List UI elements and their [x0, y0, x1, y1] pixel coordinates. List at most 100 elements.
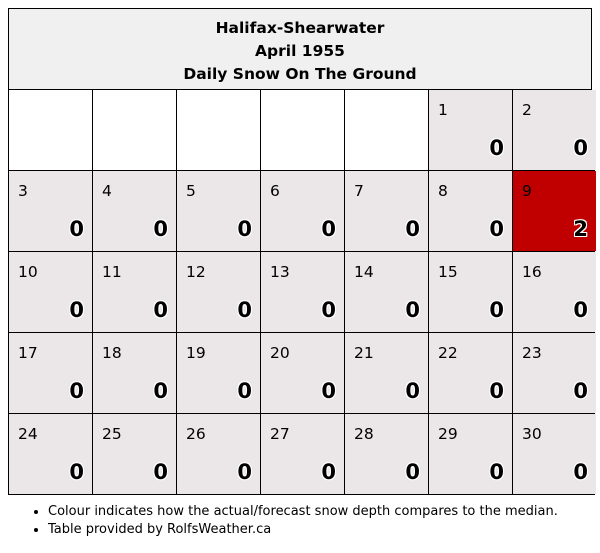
snow-depth-value: 0 — [489, 460, 504, 484]
snow-depth-value: 0 — [489, 379, 504, 403]
day-cell: 30 0 — [513, 414, 596, 494]
day-number: 10 — [18, 263, 38, 281]
day-number: 19 — [186, 344, 206, 362]
snow-depth-value: 0 — [405, 217, 420, 241]
snow-depth-value: 0 — [153, 217, 168, 241]
period-label: April 1955 — [255, 42, 345, 60]
snow-depth-value: 0 — [321, 460, 336, 484]
day-cell: 28 0 — [345, 414, 428, 494]
day-number: 4 — [102, 182, 112, 200]
snow-depth-value: 0 — [489, 217, 504, 241]
day-cell: 29 0 — [429, 414, 512, 494]
empty-day-cell — [261, 90, 344, 170]
day-cell: 11 0 — [93, 252, 176, 332]
day-cell: 15 0 — [429, 252, 512, 332]
day-number: 24 — [18, 425, 38, 443]
day-cell: 22 0 — [429, 333, 512, 413]
day-number: 17 — [18, 344, 38, 362]
snow-depth-value: 0 — [69, 460, 84, 484]
snow-depth-value: 0 — [237, 379, 252, 403]
snow-depth-value: 0 — [573, 298, 588, 322]
day-number: 15 — [438, 263, 458, 281]
day-cell: 26 0 — [177, 414, 260, 494]
snow-depth-value: 0 — [573, 136, 588, 160]
day-number: 1 — [438, 101, 448, 119]
day-cell: 13 0 — [261, 252, 344, 332]
snow-depth-value: 0 — [237, 460, 252, 484]
day-number: 21 — [354, 344, 374, 362]
day-number: 29 — [438, 425, 458, 443]
day-cell: 21 0 — [345, 333, 428, 413]
day-number: 26 — [186, 425, 206, 443]
day-number: 2 — [522, 101, 532, 119]
snow-depth-value: 0 — [69, 217, 84, 241]
snow-depth-value: 0 — [489, 136, 504, 160]
station-name: Halifax-Shearwater — [215, 19, 385, 37]
day-number: 11 — [102, 263, 122, 281]
snow-depth-value: 0 — [321, 379, 336, 403]
day-number: 22 — [438, 344, 458, 362]
day-number: 30 — [522, 425, 542, 443]
day-number: 6 — [270, 182, 280, 200]
snow-depth-value: 0 — [573, 379, 588, 403]
snow-depth-value: 0 — [321, 298, 336, 322]
snow-depth-value: 0 — [489, 298, 504, 322]
snow-depth-value: 0 — [237, 217, 252, 241]
day-number: 12 — [186, 263, 206, 281]
snow-depth-value: 0 — [405, 379, 420, 403]
day-number: 5 — [186, 182, 196, 200]
day-number: 23 — [522, 344, 542, 362]
snow-depth-value: 0 — [69, 298, 84, 322]
snow-depth-value: 0 — [237, 298, 252, 322]
day-cell: 18 0 — [93, 333, 176, 413]
calendar-title: Daily Snow On The Ground — [183, 65, 417, 83]
calendar-header: Halifax-Shearwater April 1955 Daily Snow… — [8, 8, 592, 90]
snow-depth-value: 0 — [405, 460, 420, 484]
snow-depth-value: 0 — [405, 298, 420, 322]
day-cell: 20 0 — [261, 333, 344, 413]
snow-depth-value: 0 — [69, 379, 84, 403]
day-number: 3 — [18, 182, 28, 200]
day-number: 16 — [522, 263, 542, 281]
day-number: 8 — [438, 182, 448, 200]
day-number: 28 — [354, 425, 374, 443]
snow-calendar: Halifax-Shearwater April 1955 Daily Snow… — [8, 8, 596, 495]
empty-day-cell — [93, 90, 176, 170]
notes-list: Colour indicates how the actual/forecast… — [30, 503, 558, 539]
day-number: 20 — [270, 344, 290, 362]
snow-depth-value: 0 — [321, 217, 336, 241]
day-number: 7 — [354, 182, 364, 200]
day-cell: 23 0 — [513, 333, 596, 413]
day-number: 13 — [270, 263, 290, 281]
day-grid: 1 0 2 0 3 0 4 0 5 0 6 0 7 0 8 0 9 2 10 0 11 0 12 0 13 0 14 0 15 0 16 0 1… — [8, 90, 596, 495]
day-cell: 12 0 — [177, 252, 260, 332]
snow-depth-value: 2 — [573, 217, 588, 241]
snow-depth-value: 0 — [153, 379, 168, 403]
day-cell: 16 0 — [513, 252, 596, 332]
day-number: 25 — [102, 425, 122, 443]
day-cell: 25 0 — [93, 414, 176, 494]
snow-depth-value: 0 — [153, 298, 168, 322]
note-credit: Table provided by RolfsWeather.ca — [48, 521, 558, 539]
day-number: 9 — [522, 182, 532, 200]
day-cell: 24 0 — [9, 414, 92, 494]
day-number: 14 — [354, 263, 374, 281]
day-cell: 10 0 — [9, 252, 92, 332]
empty-day-cell — [9, 90, 92, 170]
day-cell: 14 0 — [345, 252, 428, 332]
day-number: 27 — [270, 425, 290, 443]
snow-depth-value: 0 — [153, 460, 168, 484]
empty-day-cell — [345, 90, 428, 170]
day-cell: 17 0 — [9, 333, 92, 413]
day-number: 18 — [102, 344, 122, 362]
empty-day-cell — [177, 90, 260, 170]
